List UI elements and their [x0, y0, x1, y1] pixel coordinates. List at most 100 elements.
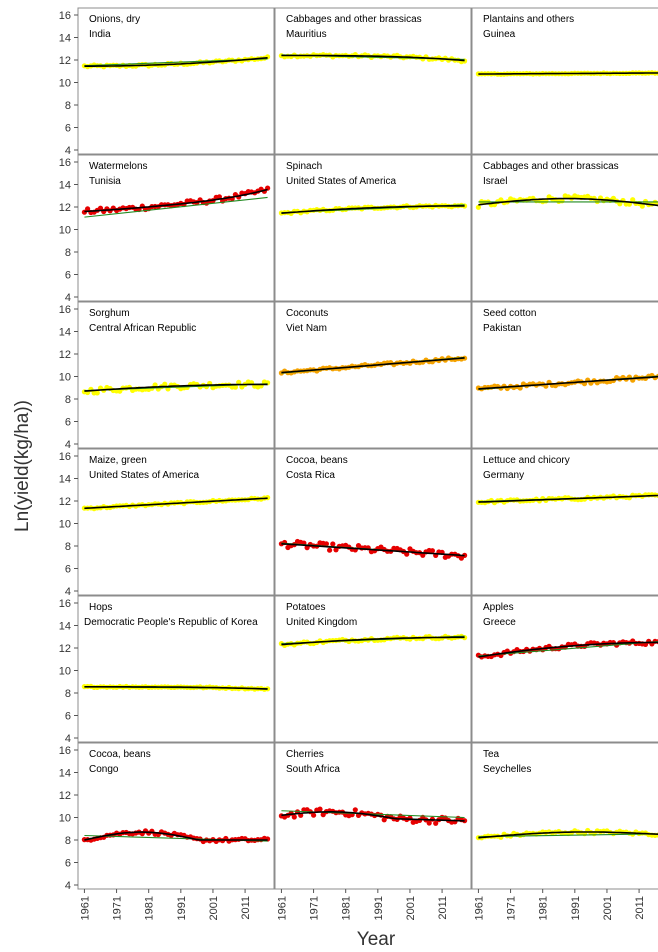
smooth-trend-line: [84, 686, 268, 690]
y-tick-label: 14: [59, 327, 71, 339]
x-tick-label: 2001: [405, 896, 417, 920]
panel-border: [77, 7, 275, 155]
y-axis-title: Ln(yield(kg/ha)): [12, 400, 33, 532]
panel-country-label: India: [89, 29, 111, 40]
panel-country-label: Costa Rica: [286, 470, 335, 481]
panel-crop-label: Potatoes: [286, 602, 325, 613]
panel: Hops Democratic People's Republic of Kore…: [77, 595, 275, 743]
panel-crop-label: Coconuts: [286, 308, 328, 319]
panel-crop-label: Cabbages and other brassicas: [286, 14, 422, 25]
x-tick-label: 1991: [176, 896, 188, 920]
x-tick-label: 1991: [373, 896, 385, 920]
panel-crop-label: Cocoa, beans: [89, 749, 151, 760]
y-tick-label: 14: [59, 474, 71, 486]
y-tick-label: 4: [65, 145, 71, 157]
y-tick-label: 10: [59, 813, 71, 825]
y-tick-label: 6: [65, 711, 71, 723]
panel-background: [78, 302, 274, 448]
panel-border: [471, 7, 658, 155]
panel: Cocoa, beans Costa Rica: [274, 448, 472, 596]
smooth-trend-line: [281, 543, 465, 557]
data-point: [232, 384, 238, 390]
data-point: [381, 817, 387, 823]
data-point: [162, 381, 168, 387]
y-tick-label: 6: [65, 858, 71, 870]
panel-border: [471, 154, 658, 302]
panel-country-label: United States of America: [89, 470, 199, 481]
panel: Potatoes United Kingdom: [274, 595, 472, 743]
smooth-trend-line: [478, 72, 658, 75]
y-axis: 4681012141646810121416468101214164681012…: [59, 10, 78, 892]
y-tick-label: 4: [65, 439, 71, 451]
panel-country-label: Congo: [89, 764, 119, 775]
panel-country-label: Greece: [483, 617, 516, 628]
panel-country-label: Central African Republic: [89, 323, 196, 334]
smooth-trend-line: [84, 57, 268, 67]
panel-border: [274, 448, 472, 596]
data-point: [85, 206, 91, 212]
y-tick-label: 8: [65, 394, 71, 406]
data-point: [236, 379, 242, 385]
y-tick-label: 12: [59, 790, 71, 802]
panel-country-label: Tunisia: [89, 176, 121, 187]
panel-country-label: Guinea: [483, 29, 516, 40]
x-tick-label: 1971: [112, 896, 124, 920]
x-tick-label: 1971: [506, 896, 518, 920]
data-point: [404, 551, 410, 557]
panel-background: [275, 155, 471, 301]
linear-fit-line: [478, 833, 658, 838]
smooth-trend-line: [281, 636, 465, 646]
data-point: [433, 820, 439, 826]
smooth-trend-line: [281, 54, 465, 62]
panel-background: [472, 596, 658, 742]
panel-background: [78, 449, 274, 595]
smooth-trend-line: [281, 811, 465, 822]
panel-border: [471, 742, 658, 890]
panel-background: [472, 302, 658, 448]
smooth-trend-line: [84, 188, 268, 213]
data-point: [333, 547, 339, 553]
panel-background: [78, 743, 274, 889]
panel: Cocoa, beans Congo: [77, 742, 275, 890]
panel-border: [77, 301, 275, 449]
panel: Lettuce and chicory Germany: [471, 448, 658, 596]
panel-background: [78, 8, 274, 154]
smooth-trend-line: [281, 357, 465, 374]
panel-crop-label: Tea: [483, 749, 500, 760]
data-point: [311, 812, 317, 818]
panel-border: [274, 301, 472, 449]
y-tick-label: 8: [65, 688, 71, 700]
panel-country-label: Seychelles: [483, 764, 531, 775]
y-tick-label: 10: [59, 225, 71, 237]
data-point: [429, 548, 435, 554]
x-tick-label: 2011: [437, 896, 449, 920]
y-tick-label: 10: [59, 666, 71, 678]
y-tick-label: 6: [65, 123, 71, 135]
panel: Seed cotton Pakistan: [471, 301, 658, 449]
y-tick-label: 10: [59, 78, 71, 90]
panel-background: [78, 155, 274, 301]
x-tick-label: 1981: [341, 896, 353, 920]
x-tick-label: 1961: [276, 896, 288, 920]
panel-country-label: Viet Nam: [286, 323, 327, 334]
y-tick-label: 12: [59, 55, 71, 67]
panel: Plantains and others Guinea: [471, 7, 658, 155]
smooth-trend-line: [478, 197, 658, 207]
panel-country-label: Pakistan: [483, 323, 521, 334]
x-tick-label: 2011: [240, 896, 252, 920]
panel-crop-label: Plantains and others: [483, 14, 574, 25]
panel-crop-label: Cocoa, beans: [286, 455, 348, 466]
data-point: [291, 814, 297, 820]
y-tick-label: 4: [65, 586, 71, 598]
data-point: [475, 204, 481, 210]
y-tick-label: 16: [59, 745, 71, 757]
data-point: [617, 201, 623, 207]
y-tick-label: 14: [59, 768, 71, 780]
panel-background: [472, 155, 658, 301]
panel-crop-label: Onions, dry: [89, 14, 140, 25]
smooth-trend-line: [478, 494, 658, 503]
y-tick-label: 10: [59, 372, 71, 384]
panel-crop-label: Seed cotton: [483, 308, 536, 319]
y-tick-label: 16: [59, 10, 71, 22]
panel: Apples Greece: [471, 595, 658, 743]
